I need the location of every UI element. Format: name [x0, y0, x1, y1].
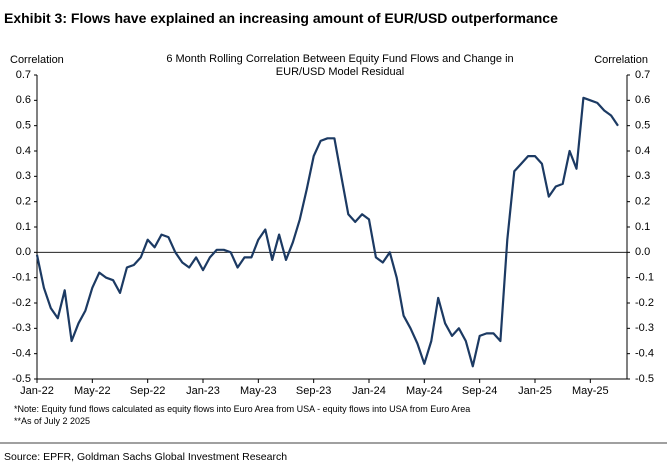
y2-tick-label: 0.2: [635, 196, 650, 208]
y2-tick-label: -0.4: [635, 348, 654, 360]
y-tick-label: 0.3: [16, 170, 31, 182]
y-tick-label: 0.4: [16, 145, 31, 157]
y-tick-label: -0.1: [12, 272, 31, 284]
x-tick-label: Sep-22: [130, 385, 165, 397]
x-tick-label: Jan-24: [352, 385, 386, 397]
x-tick-label: Jan-22: [20, 385, 54, 397]
y2-tick-label: 0.7: [635, 69, 650, 81]
y-tick-label: -0.3: [12, 322, 31, 334]
y-tick-label: 0.7: [16, 69, 31, 81]
y-tick-label: -0.2: [12, 297, 31, 309]
y2-tick-label: -0.5: [635, 373, 654, 385]
note: **As of July 2 2025: [14, 416, 91, 426]
x-tick-label: May-24: [406, 385, 443, 397]
x-tick-label: Sep-23: [296, 385, 331, 397]
x-tick-label: Jan-25: [518, 385, 552, 397]
note: *Note: Equity fund flows calculated as e…: [14, 404, 471, 414]
y-tick-label: 0.1: [16, 221, 31, 233]
y-axis-label: Correlation: [10, 54, 64, 66]
y-tick-label: 0.6: [16, 94, 31, 106]
x-tick-label: May-25: [572, 385, 609, 397]
x-tick-label: May-23: [240, 385, 277, 397]
y2-tick-label: -0.2: [635, 297, 654, 309]
y2-tick-label: 0.6: [635, 94, 650, 106]
chart-title: 6 Month Rolling Correlation Between Equi…: [166, 53, 514, 78]
y-tick-label: -0.5: [12, 373, 31, 385]
y-tick-label: -0.4: [12, 348, 31, 360]
exhibit-title: Exhibit 3: Flows have explained an incre…: [4, 10, 558, 26]
y2-tick-label: 0.5: [635, 120, 650, 132]
source: Source: EPFR, Goldman Sachs Global Inves…: [4, 451, 288, 463]
x-tick-label: May-22: [74, 385, 111, 397]
y-tick-label: 0.2: [16, 196, 31, 208]
data-line: [35, 96, 619, 368]
y2-tick-label: -0.1: [635, 272, 654, 284]
y-tick-label: 0.5: [16, 120, 31, 132]
y-tick-label: 0.0: [16, 246, 31, 258]
y2-tick-label: 0.1: [635, 221, 650, 233]
y2-tick-label: 0.3: [635, 170, 650, 182]
y2-axis-label: Correlation: [594, 54, 648, 66]
x-tick-label: Jan-23: [186, 385, 220, 397]
x-tick-label: Sep-24: [462, 385, 497, 397]
y2-tick-label: 0.4: [635, 145, 650, 157]
y2-tick-label: -0.3: [635, 322, 654, 334]
y2-tick-label: 0.0: [635, 246, 650, 258]
